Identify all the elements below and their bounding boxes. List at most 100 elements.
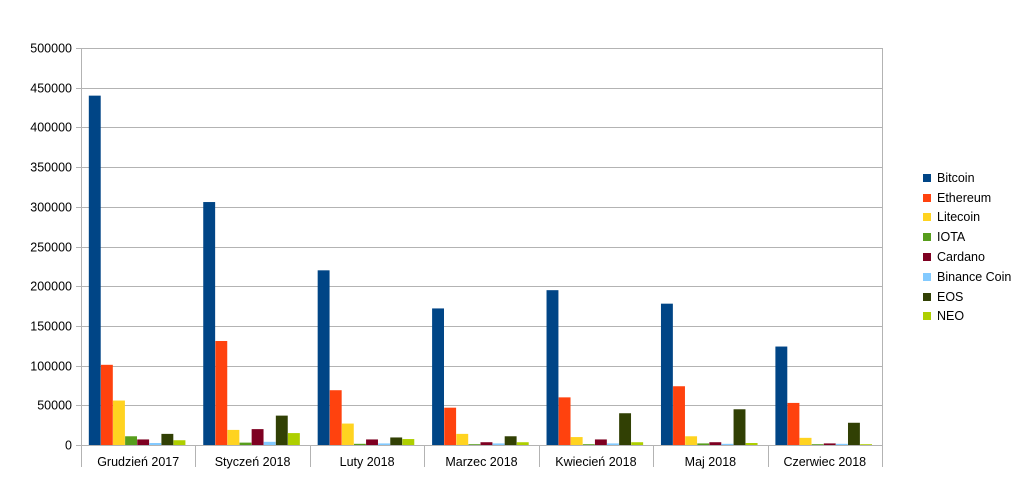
bar-litecoin [570, 437, 583, 445]
y-axis: 0 50000 100000 150000 200000 250000 300000 3500… [30, 42, 81, 453]
gridlines [81, 48, 883, 446]
legend-swatch [923, 213, 931, 222]
legend-label: EOS [937, 289, 964, 304]
bar-cardano [366, 439, 378, 445]
legend-swatch [923, 272, 931, 281]
bar-neo [860, 444, 872, 445]
bar-ethereum [444, 407, 457, 445]
legend-swatch [923, 312, 931, 321]
legend-swatch [923, 193, 931, 202]
bar-litecoin [799, 437, 812, 445]
bar-ethereum [215, 340, 228, 445]
bar-binance-coin [492, 443, 505, 445]
bar-ethereum [558, 397, 571, 445]
bar-cardano [709, 442, 722, 445]
legend-item: Litecoin [923, 208, 1011, 228]
bar-ethereum [787, 402, 800, 445]
bar-ethereum [329, 390, 342, 445]
bar-iota [582, 444, 595, 445]
y-tick-label: 0 [65, 439, 72, 453]
x-tick-label: Luty 2018 [340, 455, 395, 469]
legend-swatch [923, 253, 931, 262]
bar-ethereum [100, 364, 113, 445]
legend-swatch [923, 233, 931, 242]
bar-bitcoin [203, 202, 216, 445]
legend-label: Binance Coin [937, 269, 1012, 284]
bar-neo [745, 443, 758, 445]
bar-iota [353, 443, 366, 445]
bar-neo [402, 439, 415, 445]
bar-eos [733, 409, 746, 445]
bar-iota [697, 443, 710, 445]
bar-bitcoin [775, 346, 788, 445]
bar-litecoin [456, 433, 469, 445]
x-tick-label: Marzec 2018 [445, 455, 517, 469]
legend-label: IOTA [937, 230, 966, 245]
bar-litecoin [113, 400, 125, 445]
bar-bitcoin [432, 308, 444, 445]
bar-litecoin [685, 436, 698, 445]
y-tick-label: 450000 [30, 82, 72, 96]
bar-iota [239, 442, 252, 445]
bar-eos [619, 413, 632, 445]
bar-neo [631, 442, 644, 445]
x-tick-label: Kwiecień 2018 [555, 455, 636, 469]
y-tick-label: 350000 [30, 161, 72, 175]
bar-iota [125, 436, 138, 445]
bar-neo [516, 442, 529, 445]
x-axis: Grudzień 2017 Styczeń 2018 Luty 2018 Marzec… [76, 445, 883, 469]
bar-cardano [251, 429, 264, 445]
y-tick-label: 200000 [30, 280, 72, 294]
bar-cardano [823, 443, 836, 445]
bar-cardano [594, 439, 607, 445]
bar-neo [173, 440, 186, 445]
legend-item: Cardano [923, 247, 1011, 267]
legend-item: Binance Coin [923, 267, 1011, 287]
bar-bitcoin [660, 303, 673, 445]
bar-binance-coin [378, 443, 391, 445]
bar-binance-coin [607, 443, 619, 445]
legend-label: Litecoin [937, 210, 981, 225]
x-tick-label: Styczeń 2018 [215, 455, 291, 469]
bar-binance-coin [263, 441, 276, 445]
legend-item: EOS [923, 287, 1011, 307]
bar-litecoin [341, 423, 354, 445]
y-tick-label: 300000 [30, 201, 72, 215]
y-tick-label: 500000 [30, 42, 72, 56]
x-tick-label: Maj 2018 [685, 455, 736, 469]
y-tick-label: 250000 [30, 241, 72, 255]
y-tick-label: 100000 [30, 360, 72, 374]
bar-ethereum [673, 386, 685, 445]
bar-bitcoin [88, 95, 101, 445]
y-tick-label: 150000 [30, 320, 72, 334]
bar-iota [468, 444, 481, 445]
bar-iota [811, 444, 824, 445]
bar-eos [275, 415, 288, 445]
legend-label: Ethereum [937, 190, 992, 205]
bar-binance-coin [835, 443, 848, 445]
bar-eos [847, 422, 860, 445]
legend-item: Ethereum [923, 188, 1011, 208]
x-tick-label: Grudzień 2017 [97, 455, 179, 469]
bar-eos [390, 437, 403, 445]
legend-swatch [923, 173, 931, 182]
x-tick-label: Czerwiec 2018 [783, 455, 866, 469]
bar-litecoin [227, 429, 240, 445]
y-tick-label: 400000 [30, 121, 72, 135]
legend-label: Cardano [937, 250, 985, 265]
bar-bitcoin [317, 270, 330, 445]
bar-binance-coin [149, 443, 162, 445]
bar-binance-coin [721, 443, 734, 445]
legend-label: Bitcoin [937, 170, 975, 185]
y-tick-label: 50000 [37, 399, 72, 413]
bar-cardano [480, 442, 493, 445]
legend: Bitcoin Ethereum Litecoin IOTA Cardano Binanc… [923, 168, 1011, 326]
legend-item: Bitcoin [923, 168, 1011, 188]
legend-item: IOTA [923, 227, 1011, 247]
bar-neo [287, 433, 300, 445]
bars [88, 95, 872, 445]
legend-label: NEO [937, 309, 965, 324]
bar-eos [504, 436, 517, 445]
legend-item: NEO [923, 307, 1011, 327]
